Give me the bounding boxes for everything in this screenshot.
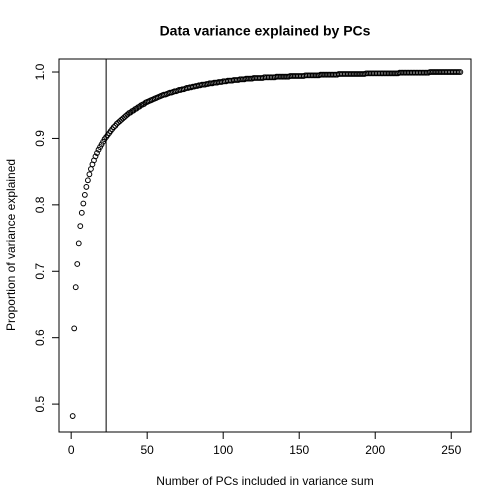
x-tick-label: 150	[289, 443, 309, 457]
point	[92, 153, 99, 160]
point	[94, 150, 100, 156]
point	[74, 261, 81, 267]
point	[457, 69, 464, 75]
point	[69, 413, 76, 419]
point	[72, 284, 79, 291]
y-tick-label: 0.5	[33, 395, 47, 412]
point	[80, 200, 87, 207]
x-tick-label: 100	[213, 443, 233, 457]
point	[86, 171, 93, 178]
y-tick-label: 0.8	[33, 196, 47, 213]
x-tick-label: 250	[441, 443, 461, 457]
point	[84, 177, 91, 184]
y-tick-label: 0.9	[33, 130, 47, 147]
y-tick-label: 1.0	[33, 63, 47, 80]
point	[78, 209, 85, 216]
point	[75, 240, 82, 247]
point	[110, 124, 117, 131]
x-axis-label: Number of PCs included in variance sum	[156, 474, 373, 488]
y-tick-label: 0.6	[33, 329, 47, 346]
point	[71, 325, 78, 332]
plot-box	[58, 58, 472, 433]
x-tick-label: 50	[140, 443, 154, 457]
point	[83, 184, 90, 190]
point	[81, 191, 88, 198]
y-tick-label: 0.7	[33, 263, 47, 280]
x-tick-label: 0	[68, 443, 75, 457]
x-tick-label: 200	[365, 443, 385, 457]
chart-title: Data variance explained by PCs	[160, 23, 371, 39]
y-axis-label: Proportion of variance explained	[4, 159, 18, 331]
point	[77, 223, 84, 230]
